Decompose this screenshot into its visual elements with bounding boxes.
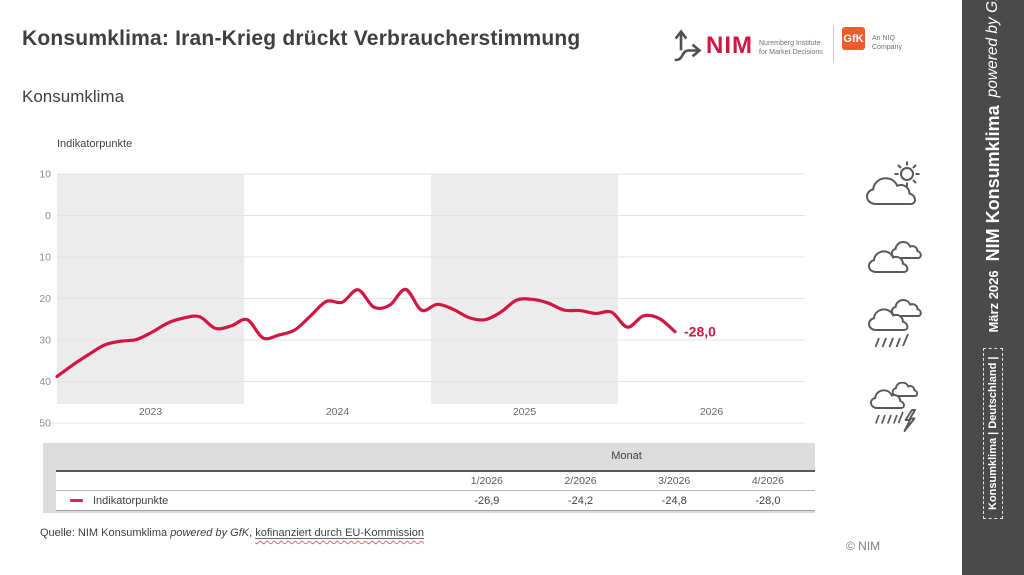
- table-header-row: 1/2026 2/2026 3/2026 4/2026: [56, 472, 815, 491]
- table-col-header: 1/2026: [470, 475, 503, 487]
- chart-title: Konsumklima: [22, 87, 125, 106]
- svg-text:-50: -50: [40, 418, 51, 430]
- nim-logo: NIM: [706, 32, 753, 59]
- table-col-header: 4/2026: [751, 475, 784, 487]
- edition-sidebar: Konsumklima | Deutschland | März 2026 NI…: [962, 0, 1024, 575]
- line-chart: 10 0 -10 -20 -30 -40 -50 2023 2024 2025 2026 -28,0: [36, 158, 840, 430]
- sidebar-brand: NIM Konsumklima: [982, 105, 1003, 262]
- svg-text:-40: -40: [40, 376, 51, 388]
- rain-cloud-icon: [867, 298, 922, 348]
- table-group-header: Monat: [611, 450, 642, 462]
- chart-bands: [57, 174, 618, 404]
- table-body: 1/2026 2/2026 3/2026 4/2026 Indikatorpun…: [56, 470, 815, 511]
- source-note: Quelle: NIM Konsumklima powered by GfK, …: [40, 527, 424, 539]
- svg-text:2026: 2026: [700, 406, 724, 418]
- table-value: -28,0: [755, 494, 781, 507]
- svg-text:2023: 2023: [139, 406, 163, 418]
- eu-cofunding-link[interactable]: kofinanziert durch EU-Kommission: [255, 527, 424, 539]
- table-row: Indikatorpunkte -26,9 -24,2 -24,8 -28,0: [56, 491, 815, 510]
- svg-text:2024: 2024: [326, 406, 350, 418]
- series-label: Indikatorpunkte: [93, 494, 169, 507]
- forecast-table: Monat 1/2026 2/2026 3/2026 4/2026 Indika…: [43, 443, 815, 513]
- chart-ytick-labels: 10 0 -10 -20 -30 -40 -50: [36, 169, 51, 430]
- y-axis-title: Indikatorpunkte: [57, 138, 133, 150]
- topic-tag-box[interactable]: Konsumklima | Deutschland |: [983, 347, 1003, 519]
- chart-gridlines: [48, 173, 805, 424]
- sidebar-rotated-text: Konsumklima | Deutschland | März 2026 NI…: [962, 0, 1024, 575]
- series-legend-dash: [70, 499, 83, 502]
- nim-arrows-icon: [674, 29, 702, 62]
- svg-text:10: 10: [40, 169, 51, 181]
- svg-text:-30: -30: [40, 335, 51, 347]
- gfk-logo: GfK: [842, 27, 865, 50]
- nim-tagline: Nuremberg Institute for Market Decisions: [759, 40, 823, 56]
- svg-text:-20: -20: [40, 293, 51, 305]
- logo-divider: [833, 26, 834, 62]
- svg-text:0: 0: [45, 210, 51, 222]
- chart-end-label: -28,0: [684, 324, 716, 340]
- table-col-header: 3/2026: [658, 475, 691, 487]
- gfk-tagline: An NIQ Company: [872, 35, 902, 51]
- chart-line-indikatorpunkte: [55, 287, 677, 379]
- table-value: -26,9: [474, 494, 500, 507]
- sidebar-brand-suffix: powered by GfK: [984, 0, 1001, 98]
- sun-behind-cloud-icon: [865, 161, 920, 205]
- edition-date: März 2026: [985, 270, 1001, 333]
- table-value: -24,8: [661, 494, 687, 507]
- chart-year-labels: 2023 2024 2025 2026: [139, 406, 724, 418]
- table-value: -24,2: [567, 494, 594, 507]
- clouds-icon: [867, 240, 922, 273]
- page-title: Konsumklima: Iran-Krieg drückt Verbrauch…: [22, 27, 581, 50]
- table-col-header: 2/2026: [564, 475, 597, 487]
- copyright: © NIM: [846, 539, 881, 553]
- svg-text:2025: 2025: [513, 406, 537, 418]
- svg-text:-10: -10: [40, 252, 51, 264]
- storm-cloud-icon: [870, 382, 919, 432]
- chart-canvas: 10 0 -10 -20 -30 -40 -50 2023 2024 2025 2026 -28,0: [36, 169, 805, 430]
